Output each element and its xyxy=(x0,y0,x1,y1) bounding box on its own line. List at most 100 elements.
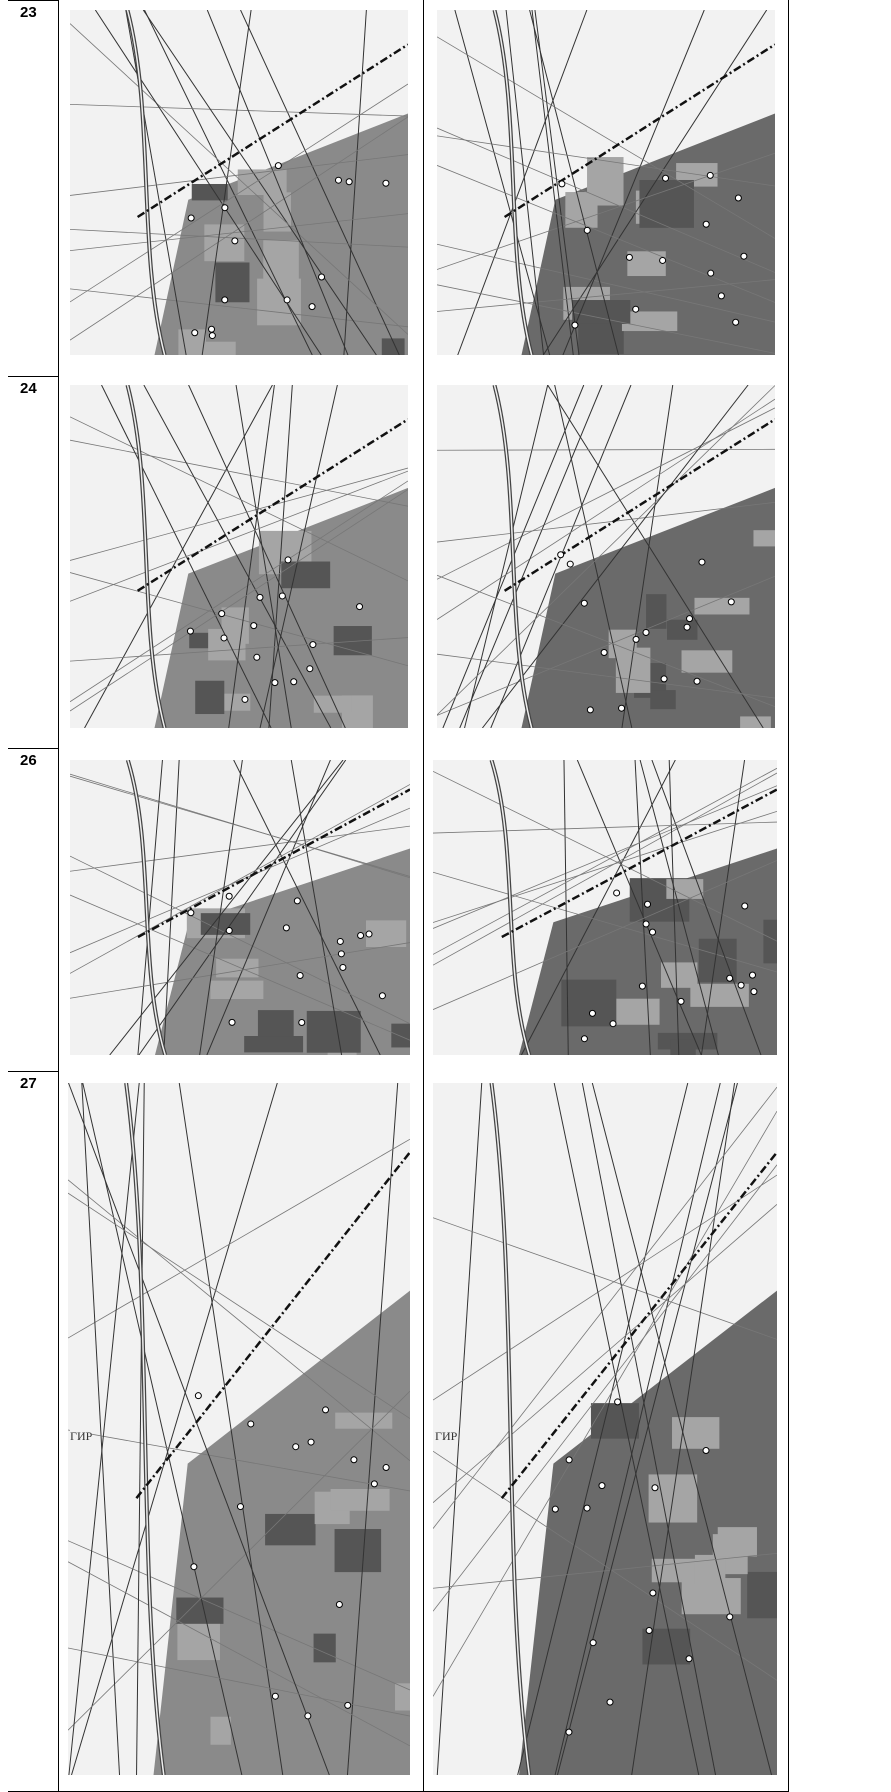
map-shape xyxy=(70,572,408,667)
map-shape xyxy=(700,760,746,1055)
map-shape xyxy=(271,1692,279,1700)
map-shape xyxy=(220,634,228,642)
map-shape xyxy=(215,262,250,303)
map-shape xyxy=(356,603,364,611)
map-shape xyxy=(313,1633,336,1663)
map-shape xyxy=(740,716,771,728)
map-shape xyxy=(263,240,299,283)
map-shape xyxy=(437,575,775,716)
cell-divider xyxy=(58,1071,59,1792)
map-shape xyxy=(490,760,531,1055)
map-shape xyxy=(677,997,685,1005)
map-shape xyxy=(68,1561,410,1747)
cell-divider xyxy=(423,376,424,748)
map-shape xyxy=(68,1083,140,1775)
map-shape xyxy=(70,855,410,1025)
cell-divider xyxy=(423,1071,424,1792)
map-shape xyxy=(645,1627,653,1635)
map-shape xyxy=(433,1174,777,1401)
map-shape xyxy=(208,325,216,333)
map-shape xyxy=(547,385,764,728)
map-shape xyxy=(200,913,251,935)
map-shape xyxy=(191,183,228,201)
map-shape xyxy=(221,204,229,212)
map-shape xyxy=(125,1083,165,1775)
map-shape xyxy=(225,927,233,935)
map-shape xyxy=(68,1192,410,1419)
map-shape xyxy=(109,760,344,1055)
map-shape xyxy=(638,982,646,990)
map-shape xyxy=(557,551,565,559)
map-shape xyxy=(505,10,545,355)
map-image xyxy=(70,385,408,728)
map-shape xyxy=(726,1613,734,1621)
map-shape xyxy=(650,690,676,710)
map-shape xyxy=(335,1412,393,1429)
map-shape xyxy=(187,909,195,917)
map-shape xyxy=(589,1639,597,1647)
map-shape xyxy=(749,971,757,979)
map-shape xyxy=(70,83,408,303)
map-shape xyxy=(598,1482,606,1490)
map-shape xyxy=(68,1083,330,1775)
map-shape xyxy=(282,924,290,932)
map-shape xyxy=(734,194,742,202)
map-shape xyxy=(298,1019,306,1027)
map-shape xyxy=(228,385,275,728)
map-shape xyxy=(661,962,698,988)
map-shape xyxy=(693,677,701,685)
map-shape xyxy=(660,675,668,683)
map-shape xyxy=(290,760,343,1055)
map-shape xyxy=(667,619,698,640)
map-shape xyxy=(464,385,549,728)
map-shape xyxy=(606,1698,614,1706)
map-shape xyxy=(490,1083,531,1775)
map-shape xyxy=(609,1020,617,1028)
map-image xyxy=(433,1083,777,1775)
map-shape xyxy=(572,300,631,324)
map-shape xyxy=(313,695,352,713)
map-shape xyxy=(292,1443,300,1451)
map-shape xyxy=(308,303,316,311)
map-shape xyxy=(256,593,264,601)
map-shape xyxy=(565,1728,573,1736)
map-shape xyxy=(591,1083,773,1775)
map-shape xyxy=(600,649,608,657)
map-shape xyxy=(343,10,367,355)
map-shape xyxy=(199,341,236,355)
map-shape xyxy=(668,760,680,1055)
map-shape xyxy=(644,900,652,908)
map-shape xyxy=(345,178,353,186)
map-shape xyxy=(670,1039,696,1055)
map-shape xyxy=(204,224,245,262)
map-shape xyxy=(136,1083,145,1775)
map-shape xyxy=(143,385,332,728)
map-shape xyxy=(265,1513,316,1546)
map-shape xyxy=(433,821,777,834)
map-shape xyxy=(686,615,694,623)
map-shape xyxy=(188,385,346,728)
map-shape xyxy=(210,980,264,1000)
map-shape xyxy=(318,273,326,281)
map-shape xyxy=(322,1406,330,1414)
map-shape xyxy=(187,214,195,222)
map-shape xyxy=(125,10,187,355)
map-shape xyxy=(561,979,617,1027)
map-shape xyxy=(690,983,749,1007)
map-shape xyxy=(208,332,216,340)
map-shape xyxy=(433,871,777,973)
map-shape xyxy=(586,706,594,714)
row-number: 27 xyxy=(20,1075,37,1092)
map-shape xyxy=(649,1589,657,1597)
map-shape xyxy=(334,176,342,184)
map-label: ГИР xyxy=(435,1429,458,1444)
map-shape xyxy=(576,760,702,1055)
map-shape xyxy=(741,902,749,910)
map-shape xyxy=(344,1701,352,1709)
map-label: ГИР xyxy=(70,1429,93,1444)
map-shape xyxy=(437,135,775,187)
map-shape xyxy=(433,1086,777,1529)
map-shape xyxy=(534,10,580,355)
map-shape xyxy=(621,311,678,332)
